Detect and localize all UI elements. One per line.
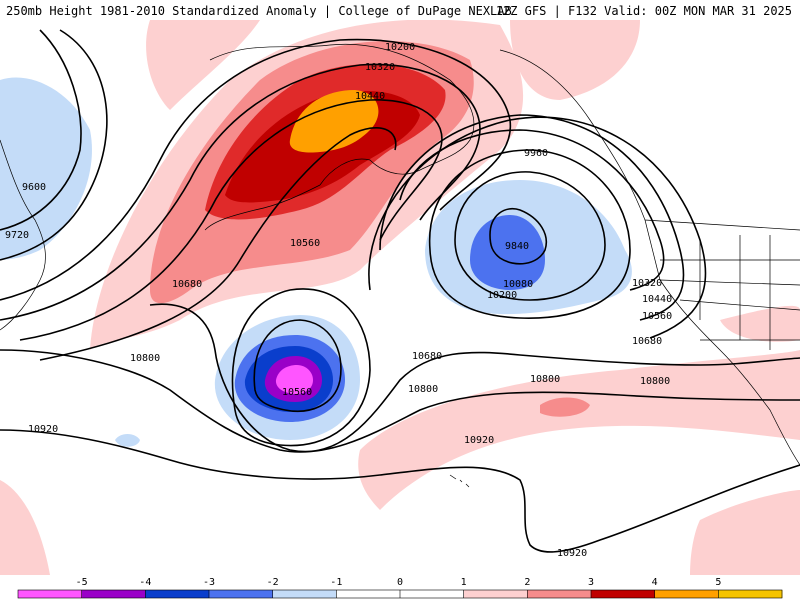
contour-label: 10800 bbox=[408, 384, 438, 395]
contour-west-inner bbox=[0, 29, 82, 231]
contour-label: 10440 bbox=[355, 91, 385, 102]
contour-label: 10560 bbox=[282, 387, 312, 398]
colorbar-tick-label: -3 bbox=[203, 577, 215, 588]
negative-anomaly-shading bbox=[0, 77, 632, 447]
contour-ne-pacific-low-3 bbox=[428, 149, 631, 319]
colorbar-tick-label: -1 bbox=[330, 577, 342, 588]
colorbar-tick-label: -5 bbox=[76, 577, 88, 588]
colorbar-tick-label: -2 bbox=[267, 577, 279, 588]
contour-label: 10680 bbox=[412, 351, 442, 362]
contour-label: 10080 bbox=[503, 279, 533, 290]
anomaly-pos1-northwest bbox=[146, 20, 260, 110]
contour-label: 10200 bbox=[487, 290, 517, 301]
contour-label: 10680 bbox=[632, 336, 662, 347]
contour-ridge-1 bbox=[0, 38, 512, 301]
colorbar-swatch bbox=[463, 590, 528, 598]
chart-title: 250mb Height 1981-2010 Standardized Anom… bbox=[6, 4, 512, 18]
contour-label: 9960 bbox=[524, 148, 548, 159]
us-states-grid bbox=[660, 235, 800, 350]
anomaly-pos2-central-spot bbox=[540, 397, 590, 417]
aleutian-islands bbox=[204, 184, 321, 231]
contour-label: 10440 bbox=[642, 294, 672, 305]
colorbar-swatch bbox=[527, 590, 592, 598]
anomaly-pos1-northeast-cap bbox=[510, 20, 640, 100]
model-valid-time: 12Z GFS | F132 Valid: 00Z MON MAR 31 202… bbox=[495, 4, 792, 18]
positive-anomaly-shading bbox=[0, 20, 800, 575]
contour-10440-east bbox=[379, 114, 685, 321]
west-coast-us bbox=[659, 279, 800, 466]
contour-10920 bbox=[0, 429, 800, 553]
height-anomaly-map: 10200 10320 10440 9960 9600 9720 9840 10… bbox=[0, 20, 800, 575]
colorbar-swatch bbox=[145, 590, 210, 598]
colorbar-swatch bbox=[18, 590, 83, 598]
colorbar-swatch bbox=[591, 590, 656, 598]
contour-10680 bbox=[149, 303, 800, 453]
colorbar-swatch bbox=[400, 590, 465, 598]
anomaly-neg1-west-edge bbox=[0, 77, 92, 260]
contour-label: 9600 bbox=[22, 182, 46, 193]
contour-10800 bbox=[0, 349, 800, 453]
colorbar-ticks: -5 -4 -3 -2 -1 0 1 2 3 4 5 bbox=[76, 577, 721, 598]
contour-10560-east bbox=[368, 116, 707, 339]
contour-label: 10320 bbox=[632, 278, 662, 289]
colorbar-tick-label: 3 bbox=[588, 577, 594, 588]
colorbar-swatch bbox=[209, 590, 274, 598]
colorbar-swatch bbox=[718, 590, 783, 598]
alaska-coastline bbox=[209, 43, 475, 186]
anomaly-neg2-northeast-pacific-low bbox=[470, 215, 545, 290]
colorbar-swatch bbox=[81, 590, 146, 598]
colorbar-tick-label: 1 bbox=[461, 577, 467, 588]
colorbar-swatch bbox=[272, 590, 337, 598]
hawaii-islands bbox=[449, 474, 470, 488]
contour-label: 10800 bbox=[130, 353, 160, 364]
contour-ridge-2 bbox=[0, 63, 481, 321]
contour-ridge-4 bbox=[39, 126, 397, 361]
height-contours bbox=[0, 29, 800, 553]
colorbar-swatch bbox=[654, 590, 719, 598]
anomaly-neg5-cutoff-low-core bbox=[275, 365, 313, 394]
contour-label: 10560 bbox=[290, 238, 320, 249]
contour-label: 9720 bbox=[5, 230, 29, 241]
contour-label: 10560 bbox=[642, 311, 672, 322]
contour-ne-pacific-low-inner bbox=[489, 208, 547, 265]
colorbar-tick-label: -4 bbox=[139, 577, 151, 588]
contour-label: 10920 bbox=[28, 424, 58, 435]
anomaly-pos1-southeast-corner bbox=[690, 490, 800, 575]
colorbar-swatch bbox=[336, 590, 401, 598]
contour-ridge-3 bbox=[19, 99, 443, 341]
kamchatka-coast bbox=[0, 139, 46, 331]
contour-label: 9840 bbox=[505, 241, 529, 252]
contour-label: 10320 bbox=[365, 62, 395, 73]
colorbar-tick-label: 2 bbox=[524, 577, 530, 588]
colorbar-tick-label: 0 bbox=[397, 577, 403, 588]
british-columbia-coast bbox=[499, 49, 661, 281]
chart-header: 250mb Height 1981-2010 Standardized Anom… bbox=[0, 0, 800, 20]
contour-labels: 10200 10320 10440 9960 9600 9720 9840 10… bbox=[5, 42, 672, 559]
contour-9600-9720-west-low bbox=[0, 29, 108, 261]
anomaly-pos1-central-band bbox=[358, 350, 800, 510]
contour-label: 10920 bbox=[557, 548, 587, 559]
contour-label: 10800 bbox=[530, 374, 560, 385]
colorbar-tick-label: 4 bbox=[652, 577, 658, 588]
anomaly-pos5-ridge-core bbox=[289, 90, 379, 153]
contour-cutoff-low bbox=[253, 319, 342, 412]
contour-label: 10920 bbox=[464, 435, 494, 446]
contour-label: 10200 bbox=[385, 42, 415, 53]
contour-ne-pacific-low-2 bbox=[454, 171, 606, 301]
colorbar-tick-label: 5 bbox=[715, 577, 721, 588]
contour-label: 10800 bbox=[640, 376, 670, 387]
contour-label: 10680 bbox=[172, 279, 202, 290]
colorbar-legend: -5 -4 -3 -2 -1 0 1 2 3 4 5 bbox=[17, 577, 783, 599]
anomaly-neg1-small-patch bbox=[115, 434, 140, 447]
anomaly-pos1-southwest-corner bbox=[0, 480, 50, 575]
